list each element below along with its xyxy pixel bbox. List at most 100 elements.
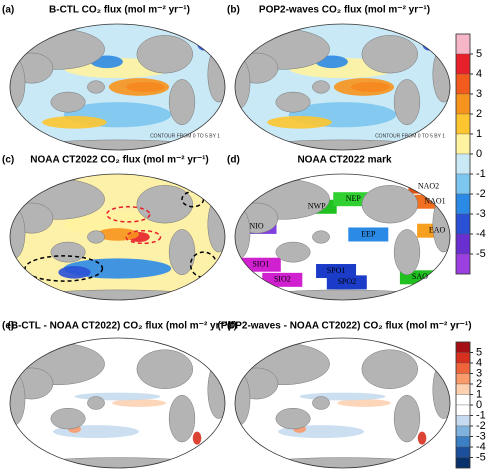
region-label: SIO1: [252, 260, 269, 269]
land: [275, 91, 311, 113]
land: [312, 396, 330, 410]
map: [9, 337, 226, 469]
colorbar-swatch: [455, 436, 471, 448]
colorbar-swatch: [455, 213, 471, 235]
flux-patch: [202, 184, 214, 202]
colorbar-label: -3: [476, 430, 486, 442]
land: [235, 372, 251, 426]
map: [234, 23, 451, 151]
colorbar-swatch: [455, 457, 471, 469]
map: [9, 23, 226, 151]
colorbar-label: 2: [476, 108, 482, 120]
flux-patch: [42, 115, 107, 129]
colorbar-label: 5: [476, 48, 482, 60]
land: [10, 372, 26, 426]
contour-note: CONTOUR FROM 0 TO 5 BY 1: [375, 133, 445, 139]
colorbar-label: -5: [476, 451, 486, 463]
land: [87, 230, 105, 244]
colorbar-swatch: [455, 383, 471, 395]
flux-patch: [74, 392, 161, 401]
colorbar-swatch: [455, 153, 471, 175]
colorbar-label: -5: [476, 248, 486, 260]
colorbar-swatch: [455, 415, 471, 427]
colorbar-label: 0: [476, 399, 482, 411]
land: [207, 361, 225, 419]
land: [245, 457, 440, 468]
map-border: [234, 23, 451, 151]
colorbar-swatch: [455, 73, 471, 95]
map-body: [235, 24, 450, 150]
region-label: NIO: [249, 222, 263, 231]
colorbar-swatch: [455, 362, 471, 374]
land: [393, 79, 421, 126]
land: [50, 407, 86, 430]
region-area: [316, 264, 357, 279]
outline: [24, 255, 104, 282]
colorbar-label: 2: [476, 378, 482, 390]
colorbar-swatch: [455, 404, 471, 416]
colorbar-label: 0: [476, 148, 482, 160]
colorbar-label: -2: [476, 420, 486, 432]
land: [87, 80, 105, 94]
map: [234, 173, 451, 301]
region-area: [240, 257, 281, 272]
land: [235, 57, 251, 109]
colorbar-label: 1: [476, 388, 482, 400]
flux-patch: [337, 399, 391, 407]
colorbar-swatch: [455, 113, 471, 135]
land: [245, 289, 440, 300]
map-border: [9, 337, 226, 469]
region-label: EAO: [429, 226, 446, 235]
colorbar-swatch: [455, 33, 471, 55]
land: [432, 46, 450, 103]
land: [50, 241, 86, 263]
colorbar-swatch: [455, 352, 471, 364]
map: [234, 337, 451, 469]
flux-patch: [63, 258, 172, 279]
land: [361, 35, 418, 74]
colorbar-swatch: [455, 233, 471, 255]
flux-patch: [197, 35, 210, 51]
land: [10, 57, 26, 109]
flux-patch: [108, 78, 170, 96]
colorbar-swatch: [455, 53, 471, 75]
region-label: SPO2: [337, 277, 356, 286]
colorbar-label: 1: [476, 128, 482, 140]
flux-patch: [299, 392, 386, 401]
land: [136, 35, 194, 74]
land: [136, 185, 194, 224]
flux-patch: [417, 431, 427, 445]
flux-patch: [267, 115, 332, 129]
map-border: [234, 337, 451, 469]
panel-label: (d): [227, 155, 240, 166]
land: [312, 80, 330, 94]
land: [183, 26, 206, 40]
flux-patch: [192, 431, 202, 445]
land: [207, 46, 225, 103]
panel-title: NOAA CT2022 CO₂ flux (mol m⁻² yr⁻¹): [30, 155, 209, 166]
flux-patch: [58, 265, 91, 279]
land: [361, 349, 418, 389]
land: [183, 340, 206, 354]
region-label: NAO2: [418, 181, 439, 190]
region-label: SIO2: [274, 275, 291, 284]
colorbar-label: 3: [476, 88, 482, 100]
colorbar-swatch: [455, 93, 471, 115]
colorbar-swatch: [455, 173, 471, 195]
region-label: NAO1: [424, 197, 445, 206]
outline: [106, 206, 151, 223]
land: [168, 79, 196, 126]
contour-note: CONTOUR FROM 0 TO 5 BY 1: [150, 133, 220, 139]
colorbar-swatch: [455, 193, 471, 215]
panel-label: (e): [2, 321, 14, 332]
map-border: [9, 173, 226, 301]
region-area: [326, 275, 367, 290]
map-border: [234, 173, 451, 301]
region-label: NWP: [308, 202, 326, 211]
colorbar-swatch: [455, 373, 471, 385]
land: [10, 207, 26, 259]
panel-title: B-CTL CO₂ flux (mol m⁻² yr⁻¹): [49, 5, 190, 16]
colorbar-label: -1: [476, 168, 486, 180]
land: [136, 349, 194, 389]
region-area: [348, 227, 389, 242]
